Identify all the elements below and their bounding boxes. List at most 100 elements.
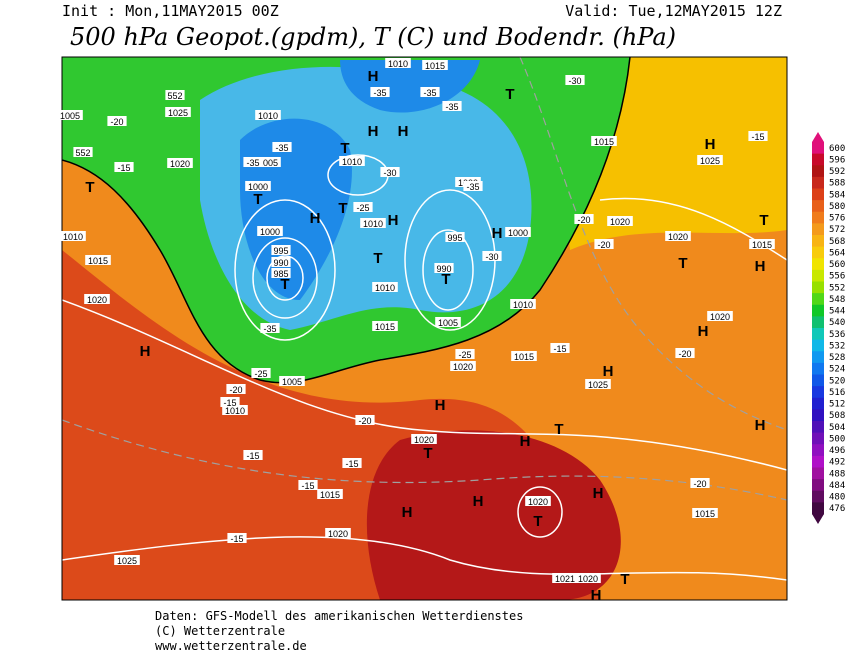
contour-label: -35 [445,102,458,112]
label-box [692,508,718,518]
pressure-center: H [603,363,614,380]
label-box [552,573,578,583]
pressure-center: H [388,212,399,229]
label-box [271,257,291,267]
legend-label: 484 [829,481,845,491]
init-time: Init : Mon,11MAY2015 00Z [62,2,279,20]
label-box [167,158,193,168]
map [62,57,787,600]
contour-label: 1020 [328,529,348,539]
contour-label: 1015 [752,240,772,250]
label-box [107,116,127,126]
legend-label: 560 [829,260,845,270]
pressure-center: H [368,68,379,85]
label-box [690,478,710,488]
pressure-center: T [441,271,450,288]
label-box [585,379,611,389]
legend-swatch [812,386,824,399]
contour-label: 1010 [342,157,362,167]
label-box [450,361,476,371]
legend-label: 488 [829,469,845,479]
pressure-center: T [338,200,347,217]
label-box [339,156,365,166]
legend-swatch [812,176,824,189]
legend-swatch [812,444,824,457]
legend-label: 528 [829,353,845,363]
legend-label: 548 [829,295,845,305]
contour-label: 995 [447,233,462,243]
contour-label: 1025 [168,108,188,118]
contour-label: 1020 [710,312,730,322]
label-box [707,311,733,321]
label-box [411,434,437,444]
legend-label: 476 [829,504,845,514]
contour-label: -25 [254,369,267,379]
contour-label: 1025 [117,556,137,566]
pressure-center: H [591,587,602,604]
contour-label: 1010 [363,219,383,229]
label-box [511,351,537,361]
contour-label: 1020 [610,217,630,227]
label-box [245,181,271,191]
contour-label: 1015 [375,322,395,332]
contour-label: 552 [167,91,182,101]
legend-swatch [812,339,824,352]
label-box [114,162,134,172]
contour-label: -20 [229,385,242,395]
legend-swatch [812,142,824,155]
pressure-center: H [398,123,409,140]
pressure-center: T [423,445,432,462]
contour-label: -30 [383,168,396,178]
contour-label: 1010 [375,283,395,293]
legend-label: 588 [829,179,845,189]
label-box [463,181,483,191]
legend-swatch [812,502,824,515]
legend-label: 576 [829,214,845,224]
contour-label: 1010 [225,406,245,416]
label-box [607,216,633,226]
legend-arrow [812,514,824,524]
contour-label: 1015 [594,137,614,147]
title: 500 hPa Geopot.(gpdm), T (C) und Bodendr… [70,23,676,51]
legend-swatch [812,200,824,213]
contour-label: 1005 [282,377,302,387]
label-box [73,147,93,157]
legend-label: 516 [829,388,845,398]
pressure-center: H [368,123,379,140]
legend-label: 480 [829,493,845,503]
contour-label: 1020 [87,295,107,305]
contour-label: 1015 [695,509,715,519]
label-box [85,255,111,265]
label-box [325,528,351,538]
contour-label: -20 [597,240,610,250]
label-box [749,239,775,249]
legend-swatch [812,397,824,410]
contour-label: 1015 [320,490,340,500]
label-box [665,231,691,241]
pressure-center: H [435,397,446,414]
label-box [243,157,263,167]
contour-label: 1005 [60,111,80,121]
legend-label: 496 [829,446,845,456]
label-box [355,415,375,425]
label-box [380,167,400,177]
contour-label: -15 [345,459,358,469]
legend-label: 544 [829,307,845,317]
contour-label: -35 [275,143,288,153]
legend-label: 572 [829,225,845,235]
contour-label: 1000 [248,182,268,192]
contour-label: -15 [230,534,243,544]
contour-label: 990 [436,264,451,274]
pressure-center: H [755,417,766,434]
label-box [510,299,536,309]
legend-label: 532 [829,341,845,351]
label-box [434,263,454,273]
pressure-center: H [402,504,413,521]
legend-label: 540 [829,318,845,328]
legend-swatch [812,455,824,468]
label-box [435,317,461,327]
label-box [370,87,390,97]
contour-label: -35 [423,88,436,98]
label-box [360,218,386,228]
